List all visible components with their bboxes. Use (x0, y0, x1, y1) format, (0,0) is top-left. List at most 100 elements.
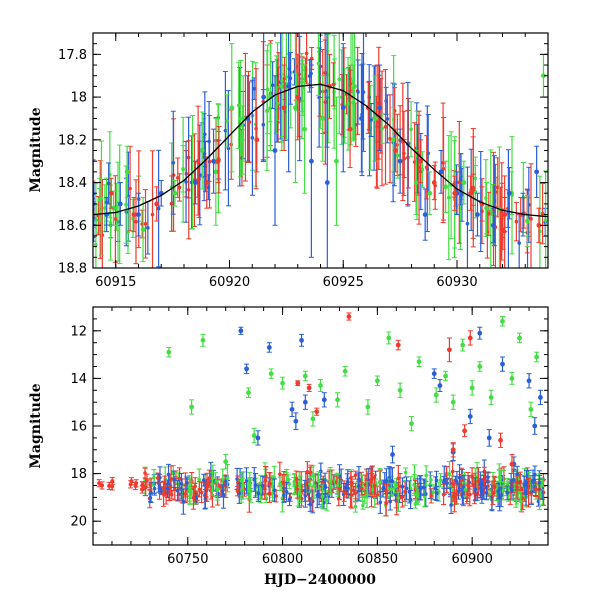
top-red-point (169, 201, 174, 206)
top-ticks: 60915 60920 60925 60930 17.8 18 18.2 18.4 18.6 18… (58, 32, 549, 290)
bottom-red-point (396, 476, 401, 481)
bottom-red-point (452, 495, 457, 500)
bottom-blue-point (532, 423, 538, 429)
top-blue-point (223, 128, 228, 133)
top-red-point (468, 190, 474, 196)
top-blue-point (465, 221, 470, 226)
bottom-blue-point (165, 486, 170, 491)
top-blue-point (146, 226, 150, 230)
top-blue-point (206, 185, 211, 190)
bottom-blue-point (431, 371, 437, 377)
bottom-red-point (349, 493, 354, 497)
bottom-red-point (518, 479, 523, 484)
bottom-axes-frame (92, 306, 549, 546)
bottom-blue-point (524, 480, 529, 485)
bottom-red-point (193, 489, 197, 494)
top-blue-point (270, 83, 275, 87)
bottom-blue-point (510, 488, 514, 492)
bottom-blue-point (299, 337, 304, 343)
top-blue-point (261, 94, 267, 100)
top-red-point (502, 212, 508, 217)
bottom-green-point (361, 503, 365, 508)
bottom-red-point (534, 487, 538, 491)
bottom-blue-point (343, 485, 348, 490)
top-green-point (446, 195, 451, 200)
top-green-point (320, 116, 326, 121)
bottom-blue-point (533, 472, 537, 477)
bottom-plot-area (96, 312, 547, 517)
bottom-blue-point (203, 497, 208, 501)
top-red-point (536, 222, 542, 228)
bottom-blue-point (460, 494, 465, 499)
top-red-point (487, 212, 491, 216)
bottom-red-point (491, 491, 495, 495)
top-blue-point (211, 158, 216, 164)
bottom-red-point (466, 483, 470, 488)
bottom-blue-point (181, 499, 186, 504)
bottom-blue-point (422, 485, 426, 489)
top-green-point (525, 218, 530, 224)
top-y-axis-title: Magnitude (28, 107, 44, 192)
bottom-green-point (268, 371, 274, 377)
bottom-red-point (526, 490, 531, 495)
top-green-point (337, 77, 342, 82)
bottom-red-point (306, 385, 312, 391)
bottom-blue-point (496, 489, 500, 494)
top-red-point (215, 158, 221, 164)
bottom-green-point (438, 478, 443, 483)
top-red-point (113, 217, 118, 221)
bottom-red-point (155, 476, 160, 480)
bottom-red-point (441, 492, 446, 497)
top-blue-point (250, 135, 255, 140)
top-red-point (196, 158, 200, 163)
bottom-x-tick-label: 60900 (451, 552, 492, 567)
bottom-blue-point (473, 487, 478, 492)
bottom-red-point (267, 491, 272, 496)
bottom-x-tick-label: 60800 (262, 552, 303, 567)
bottom-red-point (148, 482, 152, 487)
bottom-blue-point (220, 488, 225, 493)
top-y-tick-label: 17.8 (58, 48, 87, 63)
bottom-green-point (318, 383, 323, 388)
bottom-blue-point (388, 499, 392, 504)
top-green-point (427, 190, 433, 196)
top-red-point (514, 219, 519, 224)
bottom-blue-point (445, 481, 449, 486)
bottom-red-point (498, 437, 504, 443)
top-green-point (420, 167, 425, 172)
bottom-red-point (369, 479, 373, 484)
top-green-point (409, 127, 413, 132)
bottom-green-point (166, 349, 172, 355)
top-red-point (108, 190, 114, 196)
bottom-y-tick-label: 16 (70, 420, 87, 435)
top-blue-point (252, 86, 256, 91)
top-panel: 60915 60920 60925 60930 17.8 18 18.2 18.4 18.6 18… (28, 32, 549, 290)
bottom-red-point (169, 492, 174, 497)
bottom-green-point (463, 487, 468, 492)
top-blue-point (359, 116, 364, 121)
bottom-red-point (183, 492, 188, 496)
bottom-blue-point (357, 484, 361, 488)
bottom-red-point (169, 477, 173, 481)
bottom-green-point (241, 483, 245, 488)
top-green-point (213, 169, 219, 175)
bottom-red-point (346, 314, 352, 319)
bottom-red-point (509, 461, 515, 467)
bottom-blue-point (166, 472, 171, 477)
bottom-blue-point (467, 414, 473, 419)
bottom-green-point (443, 373, 449, 379)
bottom-green-point (187, 494, 192, 498)
bottom-blue-point (537, 480, 542, 485)
top-green-point (293, 105, 298, 111)
bottom-blue-point (457, 475, 462, 480)
top-green-point (334, 158, 339, 164)
top-green-point (284, 75, 289, 79)
top-green-point (103, 206, 107, 210)
bottom-green-point (534, 354, 540, 360)
top-red-point (254, 137, 260, 143)
top-blue-point (171, 160, 176, 165)
bottom-green-point (335, 397, 340, 403)
top-green-point (279, 84, 285, 89)
top-red-point (176, 175, 180, 180)
top-red-point (393, 148, 398, 153)
